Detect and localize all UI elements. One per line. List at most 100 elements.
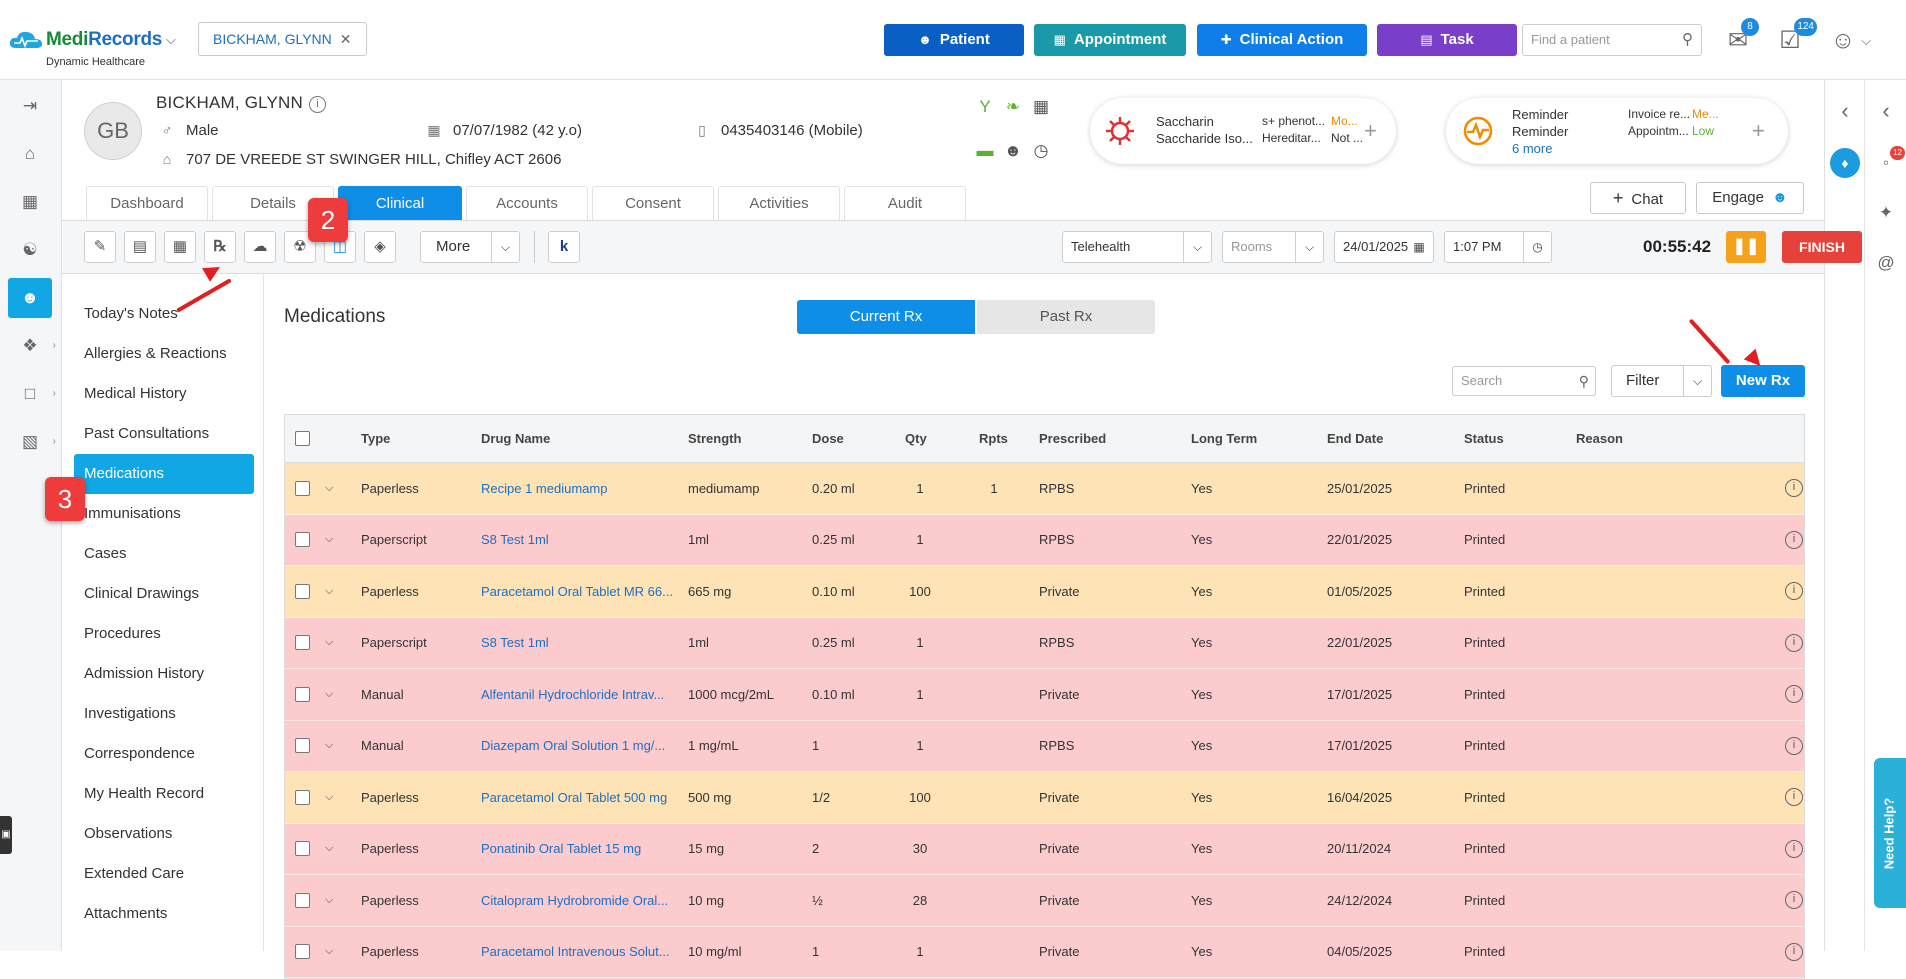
add-allergy-icon[interactable]: +: [1364, 118, 1377, 143]
info-icon[interactable]: i: [1785, 942, 1803, 961]
mail-icon[interactable]: ✉ 8: [1721, 18, 1759, 58]
radiation-icon[interactable]: ☢: [284, 231, 316, 263]
reminders-more-link[interactable]: 6 more: [1512, 141, 1553, 156]
rooms-select[interactable]: Rooms ⌵: [1222, 231, 1324, 263]
medication-search-input[interactable]: Search ⚲: [1452, 366, 1596, 396]
table-row[interactable]: ⌵ Paperless Paracetamol Oral Tablet MR 66.…: [285, 566, 1804, 618]
chevron-down-icon[interactable]: ⌵: [325, 687, 334, 700]
info-icon[interactable]: i: [1785, 736, 1803, 755]
filter-dropdown[interactable]: Filter ⌵: [1611, 365, 1712, 397]
cell-drug-name[interactable]: Alfentanil Hydrochloride Intrav...: [481, 686, 665, 702]
col-end-date[interactable]: End Date: [1327, 431, 1384, 446]
cell-drug-name[interactable]: Paracetamol Oral Tablet MR 66...: [481, 583, 673, 599]
edit-notes-icon[interactable]: ✎: [84, 231, 116, 263]
chevron-down-icon[interactable]: ⌵: [1861, 33, 1871, 48]
col-qty[interactable]: Qty: [905, 431, 927, 446]
tab-clinical[interactable]: Clinical: [338, 186, 462, 220]
info-icon[interactable]: i: [1785, 633, 1803, 652]
expand-menu-icon[interactable]: ⇥: [22, 96, 38, 115]
tab-consent[interactable]: Consent: [592, 186, 714, 220]
clock-icon[interactable]: ◷: [1523, 232, 1551, 262]
info-icon[interactable]: i: [309, 96, 327, 113]
chevron-down-icon[interactable]: ⌵: [325, 739, 334, 752]
info-icon[interactable]: i: [1785, 788, 1803, 807]
nav-investigations[interactable]: Investigations: [84, 705, 176, 722]
cell-drug-name[interactable]: Recipe 1 mediumamp: [481, 480, 608, 496]
info-icon[interactable]: i: [1785, 530, 1803, 549]
nav-attachments[interactable]: Attachments: [84, 905, 168, 922]
integration-logo-icon[interactable]: k: [548, 231, 580, 263]
cell-drug-name[interactable]: Diazepam Oral Solution 1 mg/...: [481, 738, 666, 754]
side-widget-handle-icon[interactable]: ▣: [0, 816, 12, 854]
chevron-left-icon[interactable]: ‹: [1882, 98, 1890, 123]
chevron-down-icon[interactable]: ⌵: [325, 636, 334, 649]
info-icon[interactable]: i: [1785, 479, 1803, 498]
table-row[interactable]: ⌵ Paperscript S8 Test 1ml 1ml 0.25 ml 1 RPBS Ye…: [285, 617, 1804, 669]
row-checkbox[interactable]: [295, 892, 310, 908]
task-list-icon[interactable]: ☑ 124: [1773, 18, 1817, 58]
pause-button[interactable]: ❚❚: [1726, 231, 1766, 263]
table-row[interactable]: ⌵ Paperless Recipe 1 mediumamp mediumamp 0.2…: [285, 463, 1804, 515]
col-rpts[interactable]: Rpts: [979, 431, 1008, 446]
allergies-card[interactable]: Saccharin Saccharide Iso... s+ phenot...…: [1090, 98, 1396, 164]
row-checkbox[interactable]: [295, 480, 310, 496]
clinical-action-button[interactable]: ✚ Clinical Action: [1197, 24, 1367, 56]
table-row[interactable]: ⌵ Manual Diazepam Oral Solution 1 mg/... 1 …: [285, 720, 1804, 772]
nav-medications[interactable]: Medications: [74, 454, 254, 494]
engage-button[interactable]: Engage ☻: [1696, 182, 1804, 214]
calendar-icon[interactable]: ▦: [21, 192, 39, 211]
table-row[interactable]: ⌵ Paperscript S8 Test 1ml 1ml 0.25 ml 1 RPBS Ye…: [285, 514, 1804, 566]
chevron-left-icon[interactable]: ‹: [1841, 98, 1849, 123]
table-row[interactable]: ⌵ Paperless Ponatinib Oral Tablet 15 mg 15 …: [285, 823, 1804, 875]
cell-drug-name[interactable]: Citalopram Hydrobromide Oral...: [481, 892, 669, 908]
tab-dashboard[interactable]: Dashboard: [86, 186, 208, 220]
tag-icon[interactable]: ♦: [1830, 148, 1860, 178]
home-icon[interactable]: ⌂: [24, 144, 36, 163]
nav-extended-care[interactable]: Extended Care: [84, 865, 185, 882]
chevron-down-icon[interactable]: ⌵: [491, 232, 519, 262]
new-patient-button[interactable]: ☻ Patient: [884, 24, 1024, 56]
notes-icon[interactable]: ▦: [164, 231, 196, 263]
chevron-down-icon[interactable]: ⌵: [325, 945, 334, 958]
need-help-tab[interactable]: Need Help?: [1874, 758, 1906, 908]
nav-observations[interactable]: Observations: [84, 825, 173, 842]
nav-correspondence[interactable]: Correspondence: [84, 745, 195, 762]
info-icon[interactable]: i: [1785, 839, 1803, 858]
consult-type-select[interactable]: Telehealth ⌵: [1062, 231, 1212, 263]
reminders-card[interactable]: Reminder Reminder 6 more Invoice re... M…: [1446, 98, 1788, 164]
pin-icon[interactable]: ✦: [1878, 203, 1894, 222]
new-task-button[interactable]: ▤ Task: [1377, 24, 1517, 56]
app-logo[interactable]: MediRecords Dynamic Healthcare ⌵: [8, 24, 178, 72]
finish-button[interactable]: FINISH: [1782, 231, 1862, 263]
table-row[interactable]: ⌵ Manual Alfentanil Hydrochloride Intrav..…: [285, 669, 1804, 721]
prescription-rx-icon[interactable]: ℞: [204, 231, 236, 263]
document-icon[interactable]: ▤: [124, 231, 156, 263]
close-icon[interactable]: ✕: [339, 31, 352, 47]
nav-cases[interactable]: Cases: [84, 545, 127, 562]
col-status[interactable]: Status: [1464, 431, 1504, 446]
add-folder-icon[interactable]: ▧ ›: [8, 422, 56, 462]
cell-drug-name[interactable]: S8 Test 1ml: [481, 532, 549, 548]
search-icon[interactable]: ⚲: [1578, 373, 1589, 389]
chevron-down-icon[interactable]: ⌵: [325, 533, 334, 546]
nav-my-health-record[interactable]: My Health Record: [84, 785, 205, 802]
nav-procedures[interactable]: Procedures: [84, 625, 161, 642]
row-checkbox[interactable]: [295, 532, 310, 548]
nav-immunisations[interactable]: Immunisations: [84, 505, 181, 522]
family-icon[interactable]: ☻: [1004, 141, 1022, 160]
consult-time-input[interactable]: 1:07 PM ◷: [1444, 231, 1552, 263]
smoking-icon[interactable]: ❧: [1005, 97, 1021, 116]
row-checkbox[interactable]: [295, 738, 310, 754]
chevron-down-icon[interactable]: ⌵: [325, 584, 334, 597]
row-checkbox[interactable]: [295, 944, 310, 960]
cocktail-icon[interactable]: Y: [979, 97, 991, 116]
col-long-term[interactable]: Long Term: [1191, 431, 1258, 446]
chat-button[interactable]: + Chat: [1590, 182, 1686, 214]
cell-drug-name[interactable]: Ponatinib Oral Tablet 15 mg: [481, 841, 642, 857]
row-checkbox[interactable]: [295, 789, 310, 805]
col-strength[interactable]: Strength: [688, 431, 742, 446]
chevron-down-icon[interactable]: ⌵: [1183, 232, 1211, 262]
tab-activities[interactable]: Activities: [718, 186, 840, 220]
col-dose[interactable]: Dose: [812, 431, 844, 446]
nav-todays-notes[interactable]: Today's Notes: [84, 305, 178, 322]
